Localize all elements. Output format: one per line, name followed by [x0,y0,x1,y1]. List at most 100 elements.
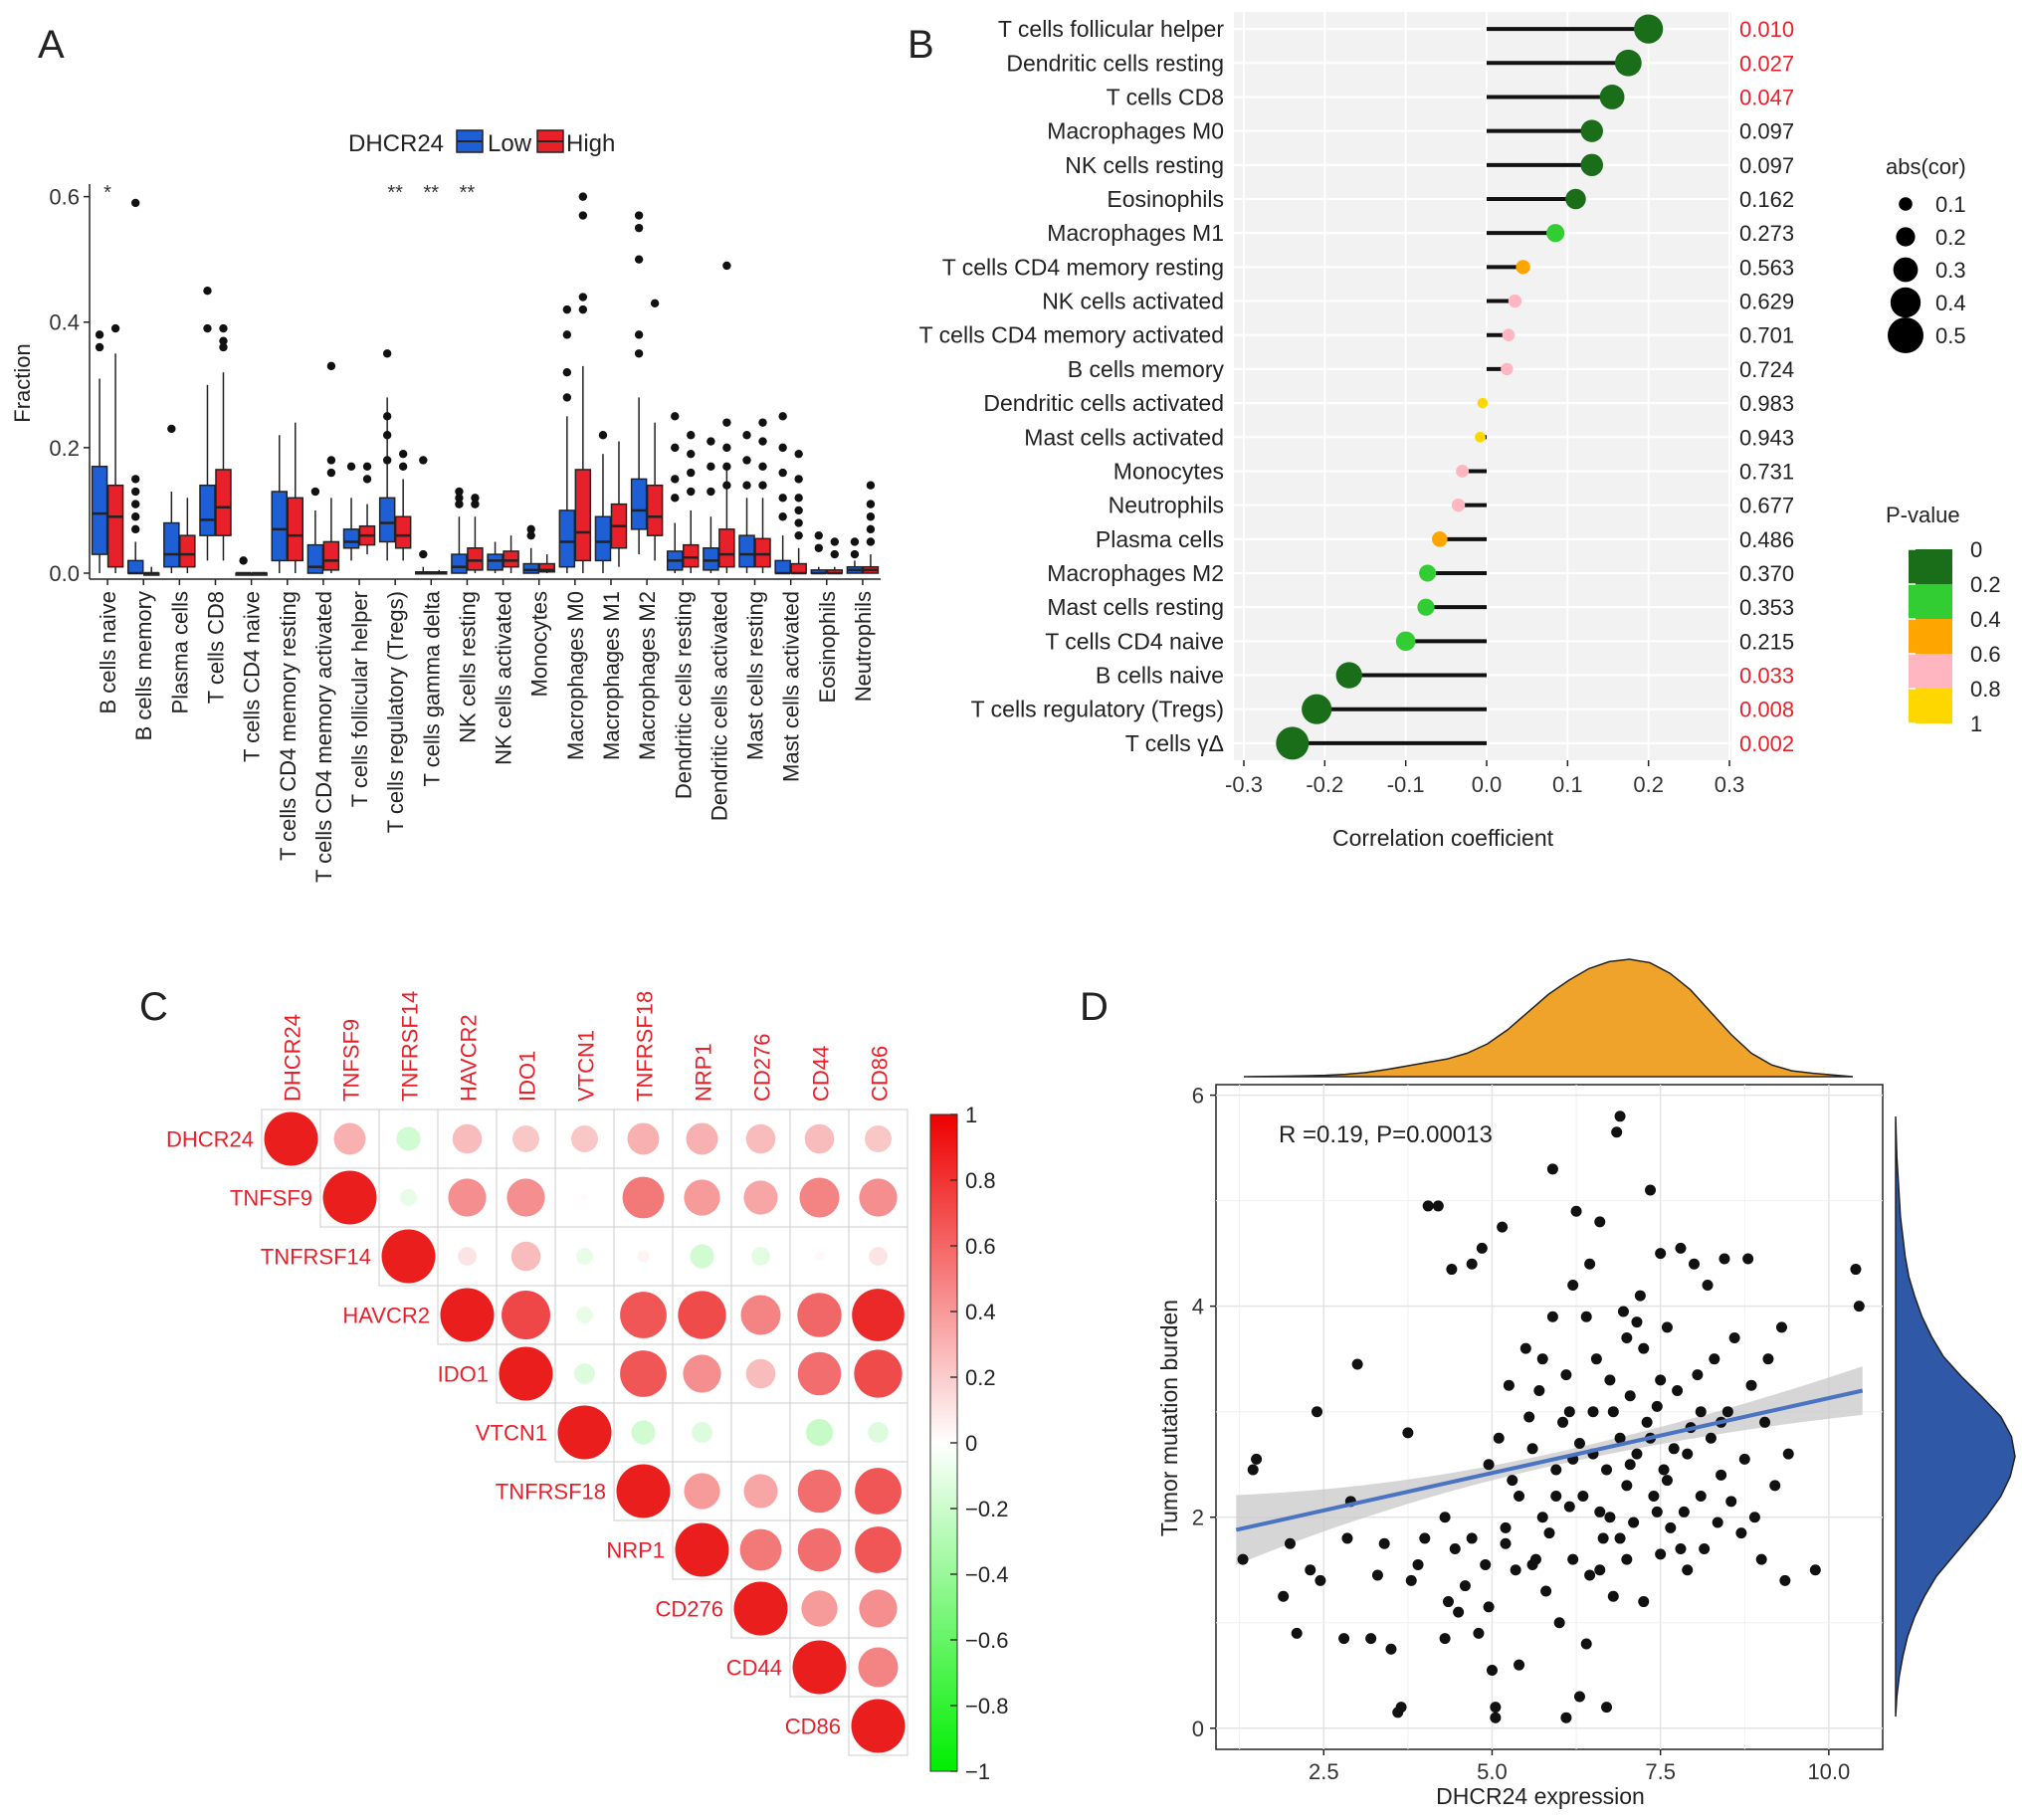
row-label: Plasma cells [1096,526,1224,552]
column-label: HAVCR2 [457,1014,482,1102]
scatter-point [1341,1532,1353,1544]
outlier-point [866,500,876,508]
correlation-circle [745,1358,776,1389]
scatter-point [1601,1702,1613,1714]
box-low [594,515,612,562]
outlier-point [382,412,392,421]
outlier-point [398,449,408,459]
correlation-circle [851,1699,906,1753]
correlation-circle [865,1125,892,1152]
x-tick-label: Dendritic cells activated [707,591,731,821]
scatter-point [1314,1574,1326,1586]
scatter-point [1853,1301,1865,1313]
y-tick-label: 0.0 [49,561,80,586]
scatter-point [1493,1432,1505,1444]
outlier-point [671,443,680,453]
lollipop-dot [1477,397,1489,409]
panel-b-letter: B [908,23,934,67]
outlier-point [742,456,751,465]
correlation-circle [855,1526,902,1573]
correlation-circle [264,1112,318,1166]
scatter-point [1483,1459,1495,1471]
scatter-point [1446,1264,1458,1276]
scatter-point [1533,1384,1545,1396]
size-legend-dot [1899,197,1913,211]
p-value-label: 0.027 [1739,51,1794,76]
correlation-circle [458,1247,477,1266]
correlation-circle [627,1122,660,1155]
colorbar-tick-label: 0 [965,1431,977,1456]
scatter-point [1645,1184,1657,1196]
scatter-point [1402,1427,1414,1439]
matrix-cell [613,1226,674,1287]
colorbar-tick-label: 0.6 [965,1234,996,1259]
right-density [1895,1115,2016,1718]
color-legend-swatch [1909,654,1952,689]
correlation-circle [855,1468,902,1515]
panel-c: C DHCR24 TNFSF9 TNFRSF14 HAVCR2 IDO1 VTCN1 TNF… [139,985,1008,1784]
x-tick-label: 10.0 [1807,1759,1850,1784]
scatter-point [1278,1590,1290,1602]
correlation-circle [690,1244,714,1269]
correlation-circle [622,1176,665,1219]
scatter-point [1560,1369,1572,1381]
scatter-point [1682,1564,1694,1576]
outliers [95,192,876,565]
scatter-point [1735,1527,1747,1539]
scatter-point [1529,1553,1541,1565]
outlier-point [634,211,644,220]
scatter-point [1503,1379,1515,1391]
matrix-cells [261,1109,909,1756]
row-label: Macrophages M1 [1047,220,1224,246]
size-legend-label: 0.5 [1935,323,1966,348]
scatter-point [1510,1564,1521,1576]
correlation-circle [751,1247,770,1266]
column-label: TNFRSF18 [633,991,658,1102]
x-tick-label: T cells CD4 memory activated [311,591,336,883]
outlier-point [562,367,572,377]
scatter-point [1709,1353,1720,1365]
significance-mark: ** [424,182,440,204]
row-label: Dendritic cells resting [1006,50,1224,76]
outlier-point [707,462,715,471]
outlier-point [794,449,803,459]
row-label: Monocytes [1113,458,1224,484]
color-legend: 0 0.2 0.4 0.6 0.8 1 [1909,537,2001,736]
x-tick-label: Eosinophils [815,591,840,704]
colorbar-tick-label: 0.8 [965,1168,996,1193]
outlier-point [778,512,787,521]
scatter-point [1614,1532,1626,1544]
lollipop-dot [1432,531,1448,547]
boxes [91,353,880,576]
outlier-point [382,456,392,465]
lollipop-dot [1516,260,1530,275]
scatter-point [1587,1406,1599,1418]
scatter-point [1705,1432,1717,1444]
row-label: Macrophages M0 [1047,118,1224,144]
size-legend-dot [1888,317,1923,353]
correlation-circle [859,1589,898,1628]
scatter-point [1385,1643,1397,1655]
correlation-circle [854,1349,903,1398]
panel-d-letter: D [1080,985,1109,1029]
scatter-point [1476,1242,1488,1254]
outlier-point [866,512,876,521]
column-labels: DHCR24 TNFSF9 TNFRSF14 HAVCR2 IDO1 VTCN1 TNFRS… [281,991,893,1102]
box-low [630,478,648,530]
outlier-point [131,487,140,497]
significance-marks: * ** ** ** [103,182,475,204]
scatter-point [1490,1712,1502,1723]
x-tick-label: Plasma cells [167,591,192,713]
scatter-point [1594,1506,1606,1517]
color-legend-label: 0.8 [1970,677,2001,702]
scatter-point [1570,1205,1582,1217]
scatter-point [1634,1290,1646,1302]
row-label: B cells naive [1096,663,1224,689]
lollipop-dot [1502,328,1516,342]
scatter-point [1536,1512,1548,1523]
outlier-point [419,456,428,465]
outlier-point [722,418,731,427]
outlier-point [310,487,320,497]
scatter-point [1563,1501,1575,1513]
scatter-point [1483,1601,1495,1613]
